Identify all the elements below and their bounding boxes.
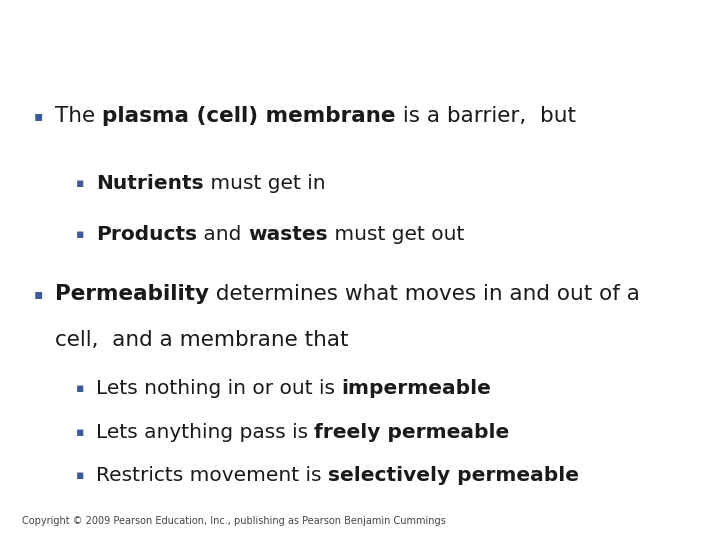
- Text: ▪: ▪: [76, 426, 84, 438]
- Text: Products: Products: [96, 225, 197, 245]
- Text: ▪: ▪: [33, 287, 42, 301]
- Text: freely permeable: freely permeable: [315, 422, 510, 442]
- Text: is a barrier,  but: is a barrier, but: [395, 106, 575, 126]
- Text: plasma (cell) membrane: plasma (cell) membrane: [102, 106, 395, 126]
- Text: ▪: ▪: [33, 109, 42, 123]
- Text: cell,  and a membrane that: cell, and a membrane that: [55, 330, 348, 350]
- Text: determines what moves in and out of a: determines what moves in and out of a: [209, 284, 640, 305]
- Text: Lets anything pass is: Lets anything pass is: [96, 422, 315, 442]
- Text: ▪: ▪: [76, 177, 84, 190]
- Text: impermeable: impermeable: [341, 379, 491, 399]
- Text: must get out: must get out: [328, 225, 464, 245]
- Text: wastes: wastes: [248, 225, 328, 245]
- Text: selectively permeable: selectively permeable: [328, 465, 579, 485]
- Text: and: and: [197, 225, 248, 245]
- Text: ▪: ▪: [76, 382, 84, 395]
- Text: Permeability: Permeability: [55, 284, 209, 305]
- Text: Restricts movement is: Restricts movement is: [96, 465, 328, 485]
- Text: Copyright © 2009 Pearson Education, Inc., publishing as Pearson Benjamin Cumming: Copyright © 2009 Pearson Education, Inc.…: [22, 516, 446, 526]
- Text: Nutrients: Nutrients: [96, 174, 204, 193]
- Text: Lets nothing in or out is: Lets nothing in or out is: [96, 379, 341, 399]
- Text: ▪: ▪: [76, 469, 84, 482]
- Text: IV.  Transport Mechanisms: IV. Transport Mechanisms: [161, 25, 559, 55]
- Text: ▪: ▪: [76, 228, 84, 241]
- Text: The: The: [55, 106, 102, 126]
- Text: must get in: must get in: [204, 174, 325, 193]
